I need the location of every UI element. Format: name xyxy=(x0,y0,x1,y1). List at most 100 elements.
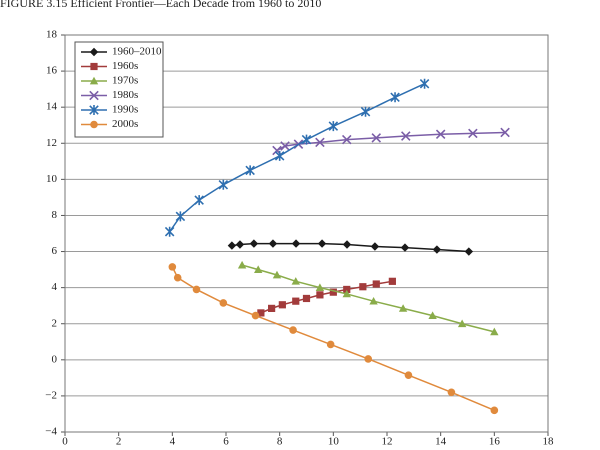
marker xyxy=(419,78,430,89)
x-tick-label: 2 xyxy=(116,436,122,448)
marker xyxy=(342,240,352,249)
marker xyxy=(175,211,186,222)
y-tick-label: 2 xyxy=(52,317,58,329)
marker xyxy=(194,195,204,206)
y-tick-label: −4 xyxy=(45,426,57,438)
marker xyxy=(235,240,245,249)
marker xyxy=(457,319,467,328)
marker xyxy=(289,326,297,334)
y-tick-label: 0 xyxy=(52,353,58,365)
marker xyxy=(390,92,400,103)
marker xyxy=(490,406,499,415)
marker xyxy=(398,304,408,312)
legend-label: 1960s xyxy=(112,60,138,72)
y-tick-label: 6 xyxy=(52,245,58,257)
marker xyxy=(490,327,499,336)
marker xyxy=(254,265,263,273)
marker xyxy=(268,304,276,312)
marker xyxy=(369,296,378,305)
legend-label: 2000s xyxy=(112,118,138,130)
marker xyxy=(364,355,373,363)
marker xyxy=(164,226,175,237)
marker xyxy=(315,283,325,291)
marker xyxy=(435,129,446,140)
marker xyxy=(89,90,99,101)
marker xyxy=(432,245,442,254)
marker xyxy=(237,260,247,269)
marker xyxy=(388,277,396,285)
marker xyxy=(301,134,312,145)
marker xyxy=(464,247,474,256)
marker xyxy=(272,270,282,279)
marker xyxy=(328,121,339,132)
marker xyxy=(302,294,311,303)
marker xyxy=(219,299,228,307)
legend-label: 1990s xyxy=(112,104,138,116)
marker xyxy=(400,243,410,252)
legend-label: 1980s xyxy=(112,89,138,101)
series-line xyxy=(169,83,425,233)
x-tick-label: 16 xyxy=(489,436,501,448)
marker xyxy=(90,62,98,71)
marker xyxy=(315,137,325,148)
marker xyxy=(227,241,237,250)
marker xyxy=(251,311,260,320)
marker xyxy=(89,47,99,57)
marker xyxy=(372,280,380,288)
x-tick-label: 6 xyxy=(223,436,229,448)
legend-label: 1960–2010 xyxy=(112,46,162,58)
legend-box xyxy=(74,41,164,138)
x-tick-label: 14 xyxy=(435,436,447,448)
marker xyxy=(280,141,290,151)
y-tick-label: 18 xyxy=(46,29,58,41)
marker xyxy=(401,131,411,141)
x-tick-label: 8 xyxy=(277,436,283,448)
marker xyxy=(359,283,367,291)
x-tick-label: 0 xyxy=(62,436,68,448)
plot-frame xyxy=(64,34,549,433)
marker xyxy=(360,106,371,117)
legend-label: 1970s xyxy=(112,75,138,87)
marker xyxy=(292,297,300,305)
y-tick-label: −2 xyxy=(45,389,57,401)
y-tick-label: 12 xyxy=(46,137,57,149)
marker xyxy=(468,128,478,139)
y-tick-label: 4 xyxy=(52,281,58,293)
chart-title: FIGURE 3.15 Efficient Frontier—Each Deca… xyxy=(0,0,321,10)
marker xyxy=(90,120,98,129)
x-tick-label: 4 xyxy=(170,436,176,448)
marker xyxy=(329,288,337,296)
marker xyxy=(89,76,99,85)
x-tick-label: 12 xyxy=(382,436,393,448)
y-tick-label: 8 xyxy=(52,209,58,221)
marker xyxy=(343,285,351,294)
x-tick-label: 18 xyxy=(543,436,555,448)
marker xyxy=(278,301,286,309)
marker xyxy=(371,133,382,143)
marker xyxy=(192,285,201,294)
series-line xyxy=(241,264,495,333)
marker xyxy=(404,371,413,379)
marker xyxy=(274,150,285,161)
marker xyxy=(447,388,456,397)
marker xyxy=(342,289,351,298)
legend: 1960–2010 1960s 1970s 1980s 1990s 2000s xyxy=(74,41,164,138)
marker xyxy=(249,239,259,248)
marker xyxy=(168,263,177,271)
marker xyxy=(218,179,229,190)
marker xyxy=(428,311,437,319)
y-tick-label: 10 xyxy=(46,173,58,185)
x-tick-label: 10 xyxy=(328,436,340,448)
marker xyxy=(173,273,182,282)
marker xyxy=(291,277,300,285)
marker xyxy=(341,134,352,145)
marker xyxy=(268,239,278,248)
series-line xyxy=(276,131,506,152)
marker xyxy=(257,309,265,317)
marker xyxy=(316,291,324,299)
marker xyxy=(317,239,327,248)
series-line xyxy=(171,266,495,412)
marker xyxy=(370,242,380,251)
